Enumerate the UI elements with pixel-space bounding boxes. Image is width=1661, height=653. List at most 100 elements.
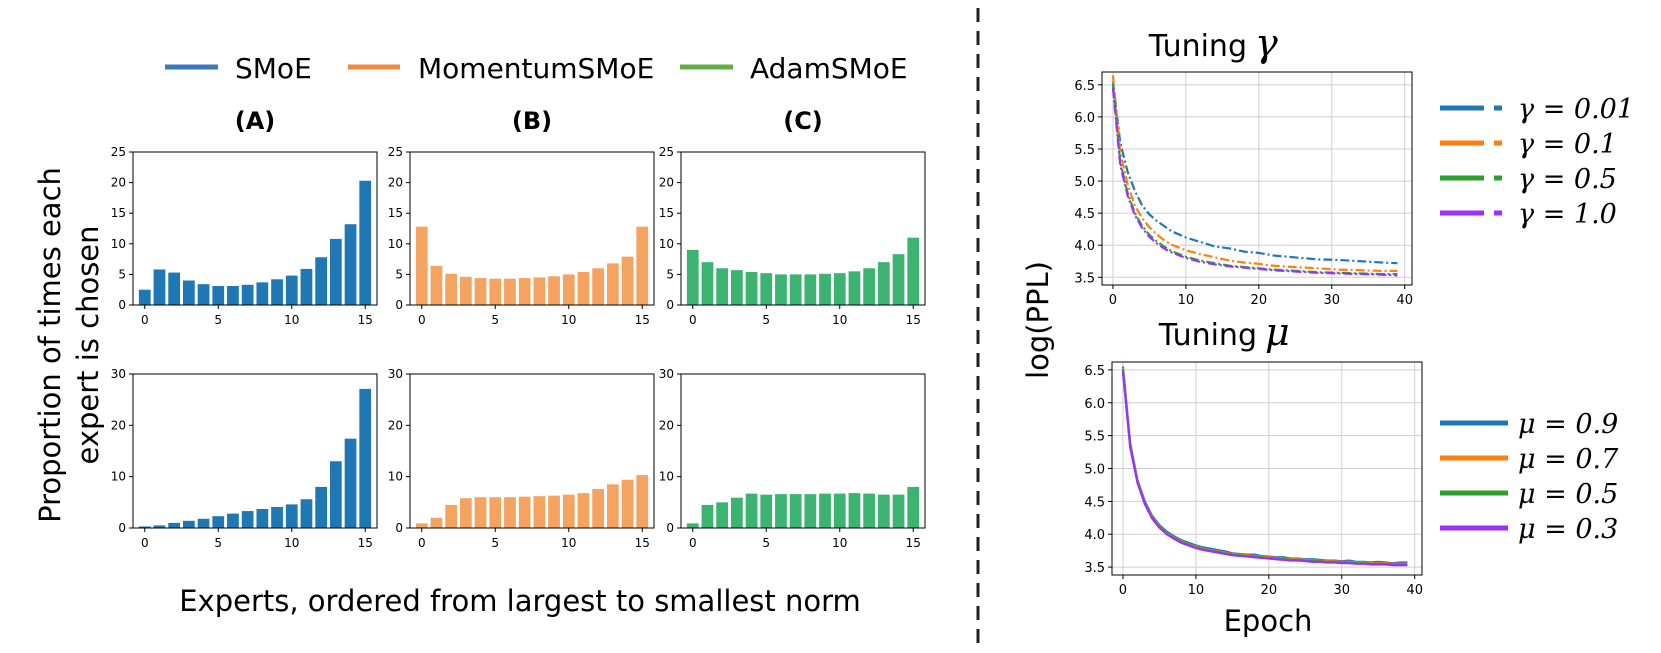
bar — [359, 388, 372, 528]
bar — [533, 277, 546, 305]
panel-title: (B) — [512, 107, 552, 135]
bar — [833, 493, 846, 528]
x-tick-label: 15 — [635, 536, 650, 550]
y-tick-label: 20 — [659, 418, 674, 432]
y-tick-label: 25 — [659, 145, 674, 159]
bar — [833, 273, 846, 305]
y-tick-label: 0 — [666, 298, 674, 312]
panel-title: (A) — [235, 107, 276, 135]
x-tick-label: 0 — [689, 313, 697, 327]
bar — [789, 494, 802, 528]
left-figure: SMoE MomentumSMoE AdamSMoE Proportion of… — [33, 52, 926, 618]
bar — [877, 262, 890, 305]
left-x-axis-label: Experts, ordered from largest to smalles… — [179, 584, 861, 618]
bar — [863, 493, 876, 528]
x-tick-label: 0 — [418, 313, 426, 327]
bar — [504, 497, 516, 528]
x-tick-label: 5 — [762, 313, 770, 327]
line-panel-tuning-mu: 0 10 20 30 40 3.5 4.0 4.5 5.0 5.5 6.0 6.5 Tuning μ μ =… — [1084, 310, 1619, 598]
bar — [445, 273, 458, 305]
x-tick-label: 10 — [1178, 293, 1195, 308]
bar — [730, 270, 743, 305]
bar — [153, 525, 166, 528]
bar — [474, 278, 487, 305]
bar — [212, 516, 225, 528]
x-tick-label: 40 — [1396, 293, 1413, 308]
series-line — [1121, 369, 1408, 566]
series-line — [1111, 81, 1398, 265]
bar-panel-C-bottom: 0 5 10 15 0 10 20 30 — [659, 367, 926, 550]
bar — [359, 180, 372, 305]
bar — [621, 256, 634, 305]
bar — [227, 286, 239, 305]
bar — [892, 494, 905, 528]
x-tick-label: 5 — [214, 313, 222, 327]
legend-label-momentumsmoe: MomentumSMoE — [418, 52, 654, 85]
x-tick-label: 20 — [1251, 293, 1268, 308]
bar — [459, 498, 472, 528]
x-tick-label: 10 — [1188, 583, 1205, 598]
axes-frame — [1101, 71, 1413, 286]
x-tick-label: 15 — [358, 313, 373, 327]
y-tick-label: 0 — [118, 298, 126, 312]
y-tick-label: 5 — [118, 267, 126, 281]
y-tick-label: 6.0 — [1074, 111, 1095, 126]
bar — [577, 271, 590, 305]
x-tick-label: 10 — [561, 313, 576, 327]
bar — [760, 494, 773, 528]
series-line — [1111, 87, 1398, 277]
bar — [227, 513, 239, 528]
y-tick-label: 20 — [388, 418, 403, 432]
legend-label: μ = 0.3 — [1518, 514, 1618, 545]
left-ylabel-line1: Proportion of times each — [33, 167, 67, 523]
y-tick-label: 30 — [111, 367, 126, 381]
y-tick-label: 10 — [388, 470, 403, 484]
y-tick-label: 5 — [666, 267, 674, 281]
bar — [745, 493, 758, 528]
y-tick-label: 4.0 — [1084, 528, 1105, 543]
bar — [241, 511, 254, 528]
panel-title: (C) — [783, 107, 823, 135]
bar — [775, 274, 787, 305]
bar — [415, 523, 428, 528]
bar — [182, 280, 195, 305]
y-tick-label: 5.0 — [1084, 463, 1105, 478]
bar — [819, 493, 831, 528]
panel-title: Tuning — [1148, 29, 1247, 64]
bar — [430, 517, 443, 528]
y-tick-label: 20 — [111, 176, 126, 190]
axes-frame — [409, 151, 655, 306]
axes-frame — [680, 151, 926, 306]
panel-title: Tuning — [1158, 318, 1257, 353]
bar — [197, 284, 210, 305]
x-tick-label: 10 — [284, 313, 299, 327]
bar-panel-C-top: 0 5 10 15 0 5 10 15 20 25 (C) — [659, 107, 926, 327]
y-tick-label: 4.0 — [1074, 239, 1095, 254]
bar-panel-B-bottom: 0 5 10 15 0 10 20 30 — [388, 367, 655, 550]
bar — [271, 279, 283, 305]
bar — [819, 273, 831, 305]
bar — [315, 486, 328, 528]
y-tick-label: 5.5 — [1074, 143, 1095, 158]
axes-frame — [132, 151, 378, 306]
bar — [621, 479, 634, 528]
bar — [716, 268, 729, 305]
y-tick-label: 6.5 — [1084, 364, 1105, 379]
x-tick-label: 0 — [141, 536, 149, 550]
y-tick-label: 0 — [118, 521, 126, 535]
bar — [636, 226, 649, 305]
bar — [533, 496, 546, 528]
bar — [592, 268, 605, 305]
bar — [686, 249, 699, 305]
bar — [804, 494, 817, 528]
bar — [489, 497, 502, 528]
bar — [300, 268, 313, 305]
bar-panel-A-top: 0 5 10 15 0 5 10 15 20 25 (A) — [111, 107, 378, 327]
y-tick-label: 10 — [388, 237, 403, 251]
y-tick-label: 15 — [659, 206, 674, 220]
y-tick-label: 0 — [395, 298, 403, 312]
bar — [892, 254, 905, 305]
right-x-axis-label: Epoch — [1224, 604, 1313, 638]
x-tick-label: 10 — [284, 536, 299, 550]
